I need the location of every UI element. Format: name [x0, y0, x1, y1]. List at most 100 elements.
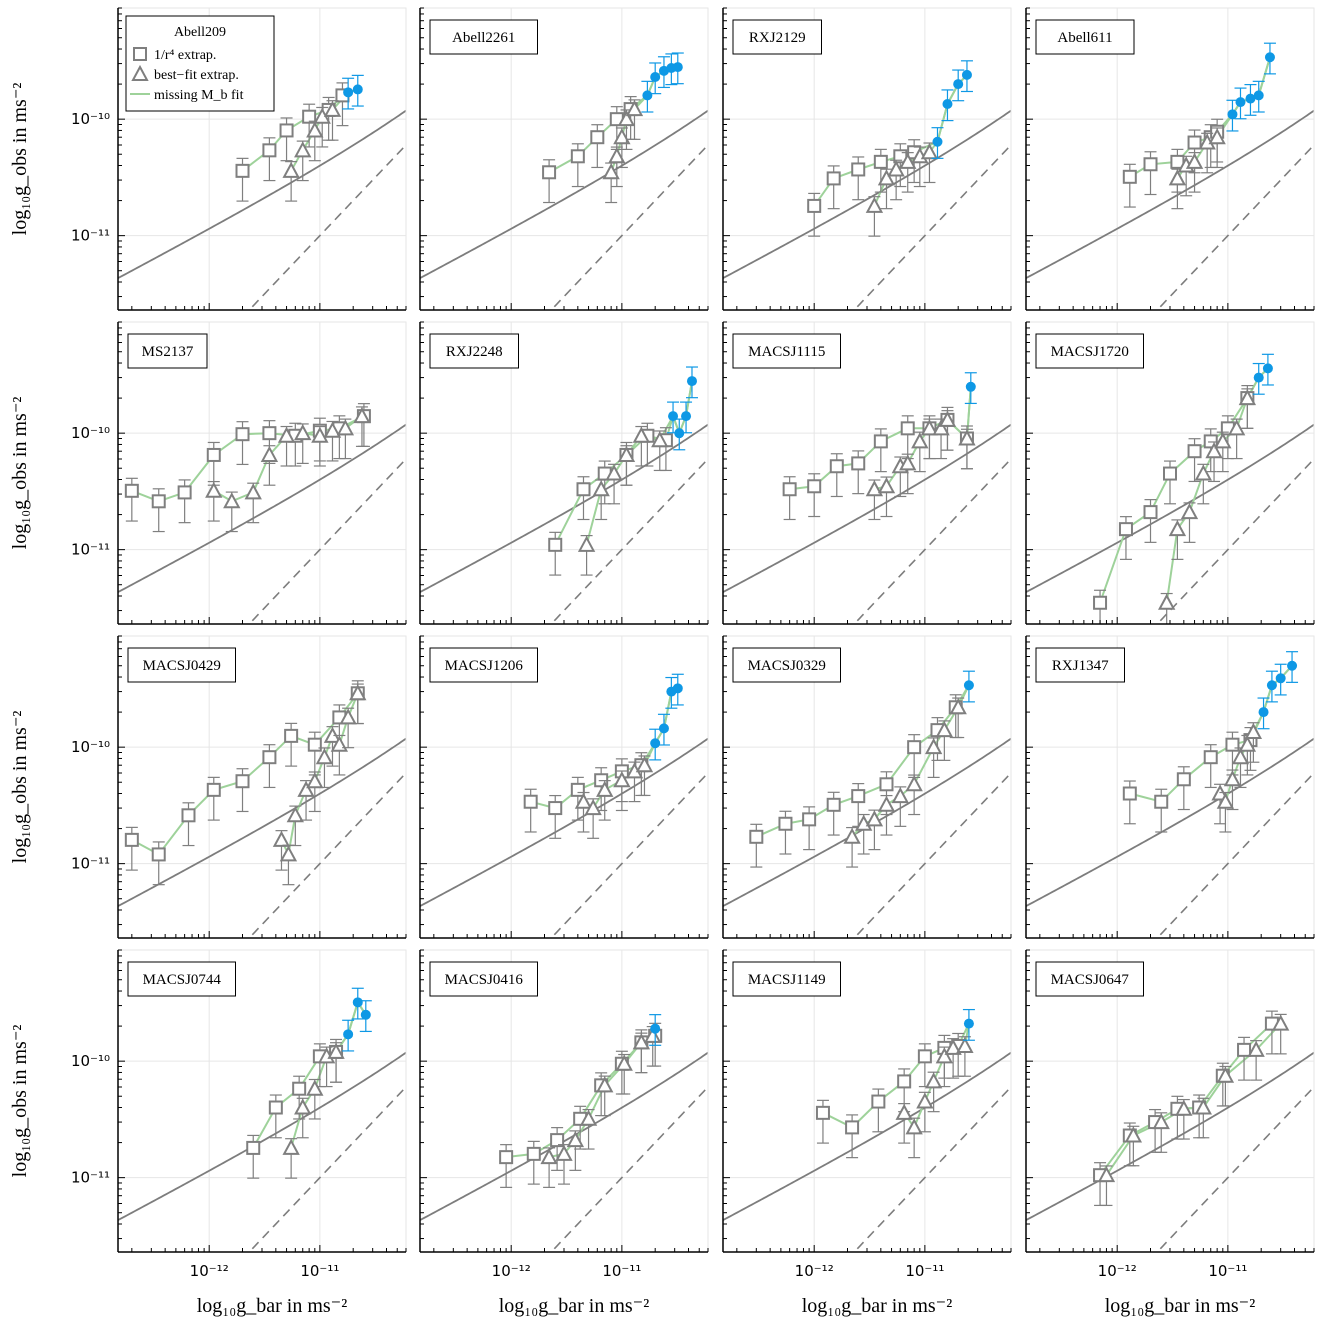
panel-label-text: MACSJ0329 — [748, 658, 826, 674]
triangle-marker — [1194, 464, 1212, 481]
triangle-marker — [327, 1042, 345, 1059]
panel-label: RXJ2248 — [429, 333, 519, 369]
fit-line — [755, 684, 970, 838]
fit-line — [252, 999, 367, 1149]
triangle-marker — [865, 196, 884, 213]
triangle-marker — [1238, 735, 1257, 752]
triangle-marker — [617, 445, 636, 462]
triangle-marker — [349, 684, 367, 701]
triangle-marker — [540, 1148, 558, 1165]
blue-marker — [1235, 97, 1246, 108]
x-tick-label: 10⁻¹² — [1098, 1262, 1137, 1280]
reference-line-dashed — [1156, 1086, 1314, 1252]
triangle-marker — [1244, 722, 1263, 739]
square-marker — [177, 485, 192, 500]
square-marker — [873, 154, 888, 169]
square-marker — [262, 750, 277, 765]
triangle-marker — [1168, 520, 1187, 537]
fit-line — [582, 687, 679, 810]
triangle-marker — [613, 128, 631, 145]
triangle-marker — [306, 121, 324, 138]
square-marker — [151, 847, 166, 862]
triangle-marker — [223, 492, 241, 509]
reference-line-solid — [723, 109, 1011, 279]
x-tick-label: 10⁻¹¹ — [905, 1262, 944, 1280]
x-tick-label: 10⁻¹² — [190, 1262, 229, 1280]
blue-marker — [672, 683, 683, 694]
square-marker — [826, 171, 841, 186]
triangle-marker — [294, 141, 312, 158]
fit-line — [585, 380, 693, 546]
panel-label: MACSJ0744 — [127, 961, 236, 997]
blue-marker — [963, 1018, 974, 1029]
triangle-marker — [1168, 169, 1187, 186]
plot-area — [723, 670, 1011, 938]
panel-label-text: RXJ1347 — [1052, 658, 1109, 674]
reference-line-solid — [723, 423, 1011, 593]
triangle-marker — [1214, 432, 1232, 449]
triangle-marker — [1185, 152, 1204, 169]
triangle-marker — [935, 1047, 954, 1064]
blue-marker — [343, 1029, 354, 1040]
triangle-marker — [577, 535, 596, 552]
square-marker — [1203, 750, 1218, 765]
square-marker — [523, 794, 538, 809]
x-axis-title: log₁₀g_bar in ms⁻² — [197, 1295, 348, 1317]
triangle-marker — [865, 810, 884, 827]
triangle-marker — [1194, 1098, 1212, 1115]
square-marker — [235, 774, 250, 789]
panel-label: MACSJ1115 — [732, 333, 841, 369]
plot-area — [420, 52, 708, 310]
reference-line-dashed — [550, 1086, 708, 1252]
triangle-marker — [1247, 1040, 1265, 1057]
x-tick-label: 10⁻¹² — [795, 1262, 834, 1280]
triangle-marker — [1205, 442, 1223, 459]
triangle-marker — [297, 780, 315, 797]
square-marker — [1154, 794, 1169, 809]
panel-abell209: 10⁻¹¹ 10⁻¹⁰ Abell209 1/r⁴ extrap. best−fit e… — [71, 7, 407, 311]
square-marker — [1143, 505, 1158, 520]
panel-label-text: RXJ2129 — [749, 30, 806, 46]
blue-marker — [672, 62, 683, 73]
square-marker — [879, 777, 894, 792]
square-marker — [802, 812, 817, 827]
plot-area — [118, 403, 406, 624]
triangle-marker — [1272, 1014, 1290, 1031]
panel-macsj1115: MACSJ1115 — [722, 321, 1012, 625]
square-marker — [782, 482, 797, 497]
panel-abell2261: Abell2261 — [419, 7, 709, 311]
square-marker — [851, 789, 866, 804]
reference-line-dashed — [1156, 772, 1314, 938]
triangle-marker — [949, 698, 967, 715]
triangle-marker — [1231, 748, 1250, 765]
plot-area — [420, 1014, 708, 1252]
legend-box — [125, 15, 275, 112]
triangle-marker — [911, 432, 929, 449]
panel-label-box — [127, 961, 236, 997]
panel-label-box — [429, 647, 538, 683]
y-axis-title: log₁₀g_obs in ms⁻² — [9, 711, 31, 864]
triangle-marker — [958, 429, 976, 446]
legend: Abell209 1/r⁴ extrap. best−fit extrap. miss… — [125, 15, 275, 112]
triangle-marker — [282, 1138, 300, 1155]
blue-marker — [681, 411, 692, 422]
square-marker — [829, 459, 844, 474]
triangle-marker — [635, 756, 654, 773]
blue-marker — [1287, 660, 1298, 671]
triangle-marker — [323, 421, 342, 438]
reference-line-dashed — [1156, 458, 1314, 624]
panel-macsj1206: MACSJ1206 — [419, 635, 709, 939]
triangle-marker — [932, 419, 950, 436]
square-marker — [900, 421, 915, 436]
x-axis-title: log₁₀g_bar in ms⁻² — [802, 1295, 953, 1317]
blue-marker — [1245, 93, 1256, 104]
plot-area — [1026, 1010, 1314, 1252]
blue-marker — [360, 1009, 371, 1020]
square-marker — [548, 537, 563, 552]
blue-marker — [963, 680, 974, 691]
panel-grid: 10⁻¹¹ 10⁻¹⁰ Abell209 1/r⁴ extrap. best−fit e… — [71, 7, 1315, 1280]
x-tick-label: 10⁻¹¹ — [602, 1262, 641, 1280]
triangle-marker — [1227, 419, 1246, 436]
triangle-marker — [895, 1103, 913, 1120]
triangle-marker — [1216, 792, 1235, 809]
